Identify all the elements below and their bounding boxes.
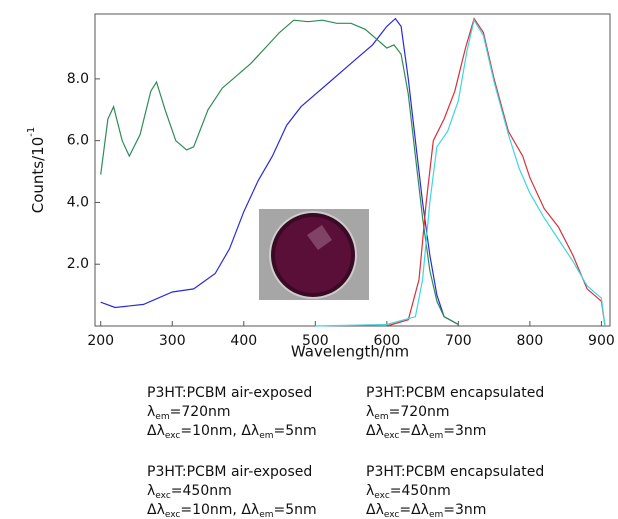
legend-text: Δλ [366,502,384,518]
legend-sub: em [429,431,443,441]
legend-text: λ [147,404,155,420]
legend-text: Δλ [147,502,165,518]
legend-text: =3nm [443,502,486,518]
legend-note: Δλexc=10nm, Δλem=5nm [147,502,317,519]
legend-name: P3HT:PCBM air-exposed [147,385,312,401]
y-tick-label: 6.0 [67,133,89,149]
legend-text: =3nm [443,423,486,439]
y-tick-label: 2.0 [67,256,89,272]
legend-note: Δλexc=Δλem=3nm [366,502,486,519]
x-tick-label: 800 [517,333,544,349]
series-line [315,18,606,327]
legend-note: λexc=450nm [147,483,232,501]
series-line [100,19,459,326]
legend-sub: em [155,412,169,422]
legend-sub: exc [374,491,390,501]
legend-text: =5nm [274,423,317,439]
legend-sub: em [259,510,273,519]
legend-sub: exc [155,491,171,501]
legend-sub: exc [384,510,400,519]
legend-text: =10nm, Δλ [180,502,259,518]
series-line [100,17,459,326]
inset-photo [259,209,369,300]
y-axis-label: Counts/10-1 [26,127,47,214]
y-axis-label-text: Counts/10 [29,137,47,214]
legend-name: P3HT:PCBM encapsulated [366,464,544,480]
x-tick-label: 900 [588,333,615,349]
x-tick-label: 600 [373,333,400,349]
x-tick-label: 300 [159,333,186,349]
legend-text: =Δλ [399,423,429,439]
legend-sub: exc [165,510,181,519]
x-tick-label: 200 [87,333,114,349]
legend-sub: em [429,510,443,519]
x-tick-label: 700 [445,333,472,349]
legend-note: λexc=450nm [366,483,451,501]
legend-text: =450nm [390,483,451,499]
legend-text: =10nm, Δλ [180,423,259,439]
legend-text: Δλ [366,423,384,439]
x-tick-label: 500 [302,333,329,349]
legend-text: λ [366,483,374,499]
legend-text: =Δλ [399,502,429,518]
x-axis-label: Wavelength/nm [291,343,409,361]
legend-sub: em [374,412,388,422]
legend-text: =720nm [389,404,450,420]
legend-text: =720nm [170,404,231,420]
plot-frame [94,13,611,327]
x-tick-label: 400 [230,333,257,349]
legend-note: Δλexc=10nm, Δλem=5nm [147,423,317,441]
legend-sub: exc [165,431,181,441]
legend-note: λem=720nm [147,404,231,422]
y-tick-label: 8.0 [67,71,89,87]
legend-text: λ [147,483,155,499]
legend-sub: em [259,431,273,441]
legend-sub: exc [384,431,400,441]
legend-name: P3HT:PCBM air-exposed [147,464,312,480]
legend-text: =5nm [274,502,317,518]
legend-note: Δλexc=Δλem=3nm [366,423,486,441]
legend-note: λem=720nm [366,404,450,422]
legend-text: Δλ [147,423,165,439]
legend-text: =450nm [171,483,232,499]
legend-name: P3HT:PCBM encapsulated [366,385,544,401]
legend-text: λ [366,404,374,420]
y-axis-label-sup: -1 [26,127,37,137]
y-tick-label: 4.0 [67,194,89,210]
